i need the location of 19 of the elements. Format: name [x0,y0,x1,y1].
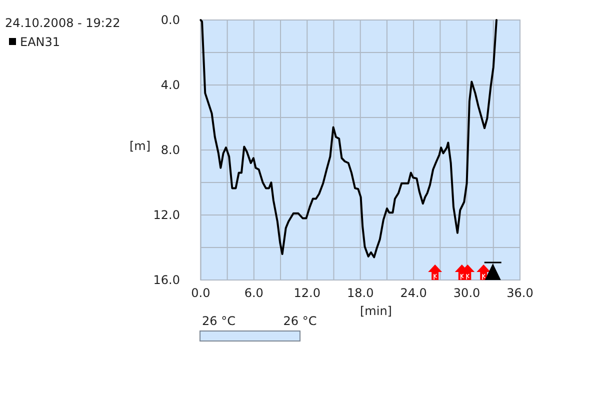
y-tick-label: 8.0 [160,143,180,157]
y-tick-label: 12.0 [153,208,180,222]
y-axis-title: [m] [129,139,151,153]
y-tick-label: 4.0 [160,78,180,92]
y-tick-label: 0.0 [160,13,180,27]
x-tick-label: 18.0 [346,286,374,300]
text: 26 °C [283,314,317,328]
x-tick-label: 24.0 [400,286,427,300]
x-axis-title: [min] [360,304,392,318]
text: 24.10.2008 - 19:22 [5,16,120,30]
legend-label: EAN31 [20,35,60,49]
x-tick-label: 0.0 [191,286,210,300]
y-tick-label: 16.0 [153,273,180,287]
line-series [200,19,498,258]
x-tick-label: 36.0 [506,286,534,300]
x-tick-label: 30.0 [453,286,480,300]
text: 26 °C [202,314,236,328]
x-tick-label: 6.0 [244,286,264,300]
x-tick-label: 12.0 [294,286,320,300]
